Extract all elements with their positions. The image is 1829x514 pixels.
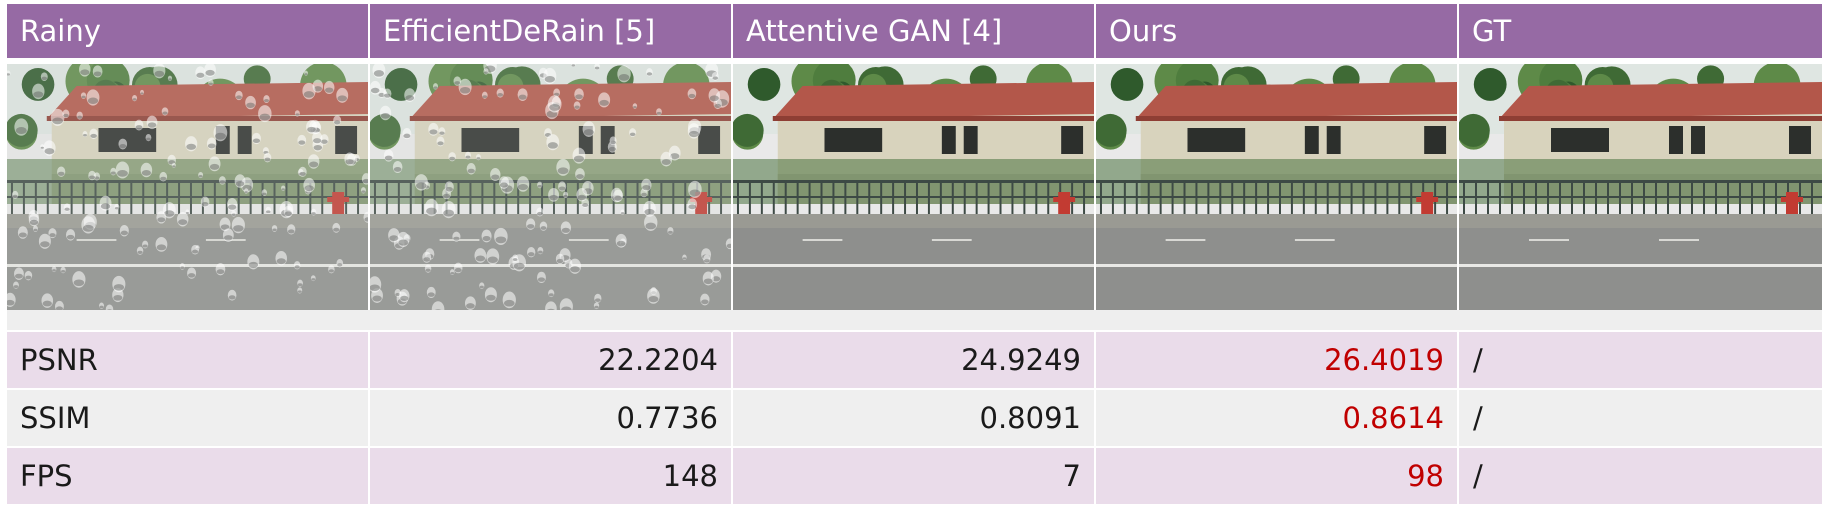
column-header-efficientderain: EfficientDeRain [5] — [370, 4, 733, 58]
metric-value: 7 — [733, 448, 1096, 504]
metric-value: 22.2204 — [370, 332, 733, 388]
column-header-attentive-gan: Attentive GAN [4] — [733, 4, 1096, 58]
metric-gt-value: / — [1473, 343, 1483, 377]
ours-image — [1096, 64, 1459, 310]
metric-row-ssim: SSIM 0.7736 0.8091 0.8614 / — [7, 390, 1822, 448]
metric-label: FPS — [7, 448, 370, 504]
metric-label: SSIM — [7, 390, 370, 446]
metric-value: 0.8091 — [733, 390, 1096, 446]
column-header-rainy: Rainy — [7, 4, 370, 58]
table-header: Rainy EfficientDeRain [5] Attentive GAN … — [7, 4, 1822, 64]
comparison-table: Rainy EfficientDeRain [5] Attentive GAN … — [7, 4, 1822, 506]
column-header-ours: Ours — [1096, 4, 1459, 58]
metric-label: PSNR — [7, 332, 370, 388]
column-header-gt: GT — [1472, 14, 1512, 48]
metric-value-best: 98 — [1096, 448, 1459, 504]
attentive-gan-image — [733, 64, 1096, 310]
metric-value: 24.9249 — [733, 332, 1096, 388]
efficientderain-image — [370, 64, 733, 310]
gt-image — [1459, 64, 1822, 310]
metric-value-best: 26.4019 — [1096, 332, 1459, 388]
metric-gt-value: / — [1473, 401, 1483, 435]
metric-value: 148 — [370, 448, 733, 504]
metric-value-best: 0.8614 — [1096, 390, 1459, 446]
metric-row-psnr: PSNR 22.2204 24.9249 26.4019 / — [7, 332, 1822, 390]
metric-gt-value: / — [1473, 459, 1483, 493]
image-row — [7, 64, 1822, 310]
spacer-row — [7, 310, 1822, 332]
metric-row-fps: FPS 148 7 98 / — [7, 448, 1822, 506]
metric-value: 0.7736 — [370, 390, 733, 446]
rainy-image — [7, 64, 370, 310]
